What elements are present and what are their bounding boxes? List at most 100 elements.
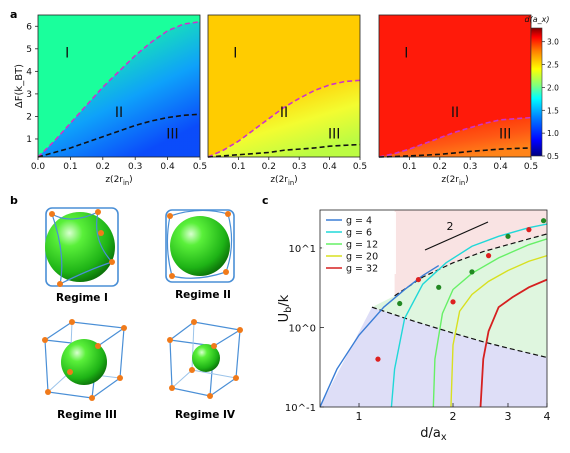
- data-point: [397, 300, 403, 307]
- regime-3-label: Regime III: [57, 409, 117, 421]
- colorbar-tick-label: 0.5: [547, 152, 559, 161]
- regime-1-cage: [45, 207, 119, 287]
- colorbar-tick-label: 3.0: [547, 38, 559, 47]
- y-tick-label: 10^-1: [285, 403, 316, 414]
- region-fill-lower: [320, 307, 547, 407]
- sphere-regime-4: [192, 344, 220, 372]
- boundary-line-2: [378, 147, 532, 158]
- y-tick-label: 4: [26, 67, 32, 77]
- y-tick-label: 10^1: [289, 244, 316, 255]
- colorbar-tick-label: 2.5: [547, 61, 559, 70]
- series-line-4: [450, 254, 547, 407]
- regime-4-cage: [167, 319, 243, 399]
- heatmap-gradient-region: [208, 80, 360, 157]
- x-tick-label: 0.3: [128, 162, 142, 172]
- x-tick-label: 0.5: [353, 162, 367, 172]
- plot-area: [320, 210, 547, 407]
- x-tick-label: 0.2: [262, 162, 276, 172]
- x-tick-label: 0.5: [524, 162, 538, 172]
- data-point: [505, 233, 511, 239]
- regime-2-label: Regime II: [175, 289, 231, 301]
- y-tick-label: 1: [26, 135, 32, 145]
- panel-letter-a: a: [10, 8, 17, 21]
- boundary-lower: [371, 306, 547, 359]
- y-axis-label: ΔF(k_BT): [14, 64, 25, 108]
- slope-label: 2: [447, 220, 454, 233]
- panel-letter-b: b: [10, 194, 18, 207]
- plot-frame: [319, 209, 548, 408]
- x-tick-label: 4: [544, 410, 551, 423]
- colorbar-tick-label: 1.5: [547, 106, 559, 115]
- regime-2-cage: [165, 209, 235, 283]
- sphere-regime-1: [45, 212, 115, 282]
- panel-letter-c: c: [262, 194, 269, 207]
- region-label-III: III: [166, 127, 178, 143]
- x-tick-label: 2: [450, 410, 457, 423]
- region-label-II: II: [451, 105, 459, 121]
- region-label-II: II: [280, 105, 288, 121]
- data-point: [485, 253, 492, 259]
- heatmap-gradient-region: [38, 21, 200, 158]
- y-tick-label: 10^0: [289, 323, 316, 334]
- x-tick-label: 0.2: [96, 162, 110, 172]
- region-label-I: I: [65, 46, 69, 62]
- data-point: [540, 218, 547, 224]
- x-axis-label: d/ax: [420, 426, 447, 443]
- legend-label: g = 20: [346, 252, 378, 263]
- x-tick-label: 0.3: [292, 162, 306, 172]
- region-label-I: I: [404, 46, 408, 62]
- sphere-regime-2: [170, 216, 230, 276]
- x-axis-label: z(2rin): [270, 175, 297, 187]
- x-axis-label: z(2rin): [105, 175, 132, 187]
- boundary-line-1: [37, 20, 201, 158]
- heatmap-frame: [37, 14, 201, 158]
- y-axis-label: Ub/k: [277, 294, 294, 322]
- x-tick-label: 0.5: [193, 162, 207, 172]
- heatmap-gradient-region: [379, 117, 531, 157]
- x-tick-label: 0.1: [402, 162, 416, 172]
- series-line-1: [320, 264, 440, 407]
- x-tick-label: 0.4: [493, 162, 508, 172]
- x-tick-label: 0.0: [31, 162, 46, 172]
- heatmap-frame: [207, 14, 361, 158]
- boundary-line-1: [207, 79, 361, 158]
- series-line-2: [390, 223, 547, 407]
- region-label-III: III: [499, 127, 511, 143]
- colorbar-tick-label: 2.0: [547, 83, 559, 92]
- legend-label: g = 6: [346, 228, 372, 239]
- regime-4-label: Regime IV: [175, 409, 236, 421]
- data-point: [526, 227, 532, 233]
- region-label-II: II: [115, 105, 123, 121]
- series-line-5: [479, 278, 547, 407]
- legend-label: g = 32: [346, 264, 378, 275]
- x-tick-label: 0.2: [433, 162, 447, 172]
- regime-1-label: Regime I: [56, 292, 108, 304]
- data-point: [375, 356, 381, 362]
- series-line-3: [432, 238, 547, 407]
- colorbar: d(a_x) 0.5 1.0 1.5 2.0 2.5 3.0: [525, 15, 560, 161]
- boundary-line-1: [378, 116, 532, 158]
- x-tick-label: 3: [504, 410, 511, 423]
- x-tick-label: 0.1: [63, 162, 77, 172]
- x-tick-label: 0.4: [160, 162, 175, 172]
- slope-guide: [424, 221, 489, 251]
- region-label-III: III: [328, 127, 340, 143]
- x-axis-label: z(2rin): [441, 175, 468, 187]
- legend-label: g = 4: [346, 216, 372, 227]
- data-point: [450, 299, 456, 305]
- colorbar-tick-label: 1.0: [547, 129, 559, 138]
- data-point: [469, 269, 475, 275]
- legend-label: g = 12: [346, 240, 378, 251]
- regime-3-cage: [42, 319, 127, 401]
- colorbar-label: d(a_x): [525, 15, 550, 24]
- y-tick-label: 6: [26, 22, 32, 32]
- region-fill-middle: [371, 233, 547, 358]
- y-tick-label: 5: [26, 45, 32, 55]
- boundary-line-2: [207, 143, 361, 158]
- boundary-line-2: [37, 113, 201, 158]
